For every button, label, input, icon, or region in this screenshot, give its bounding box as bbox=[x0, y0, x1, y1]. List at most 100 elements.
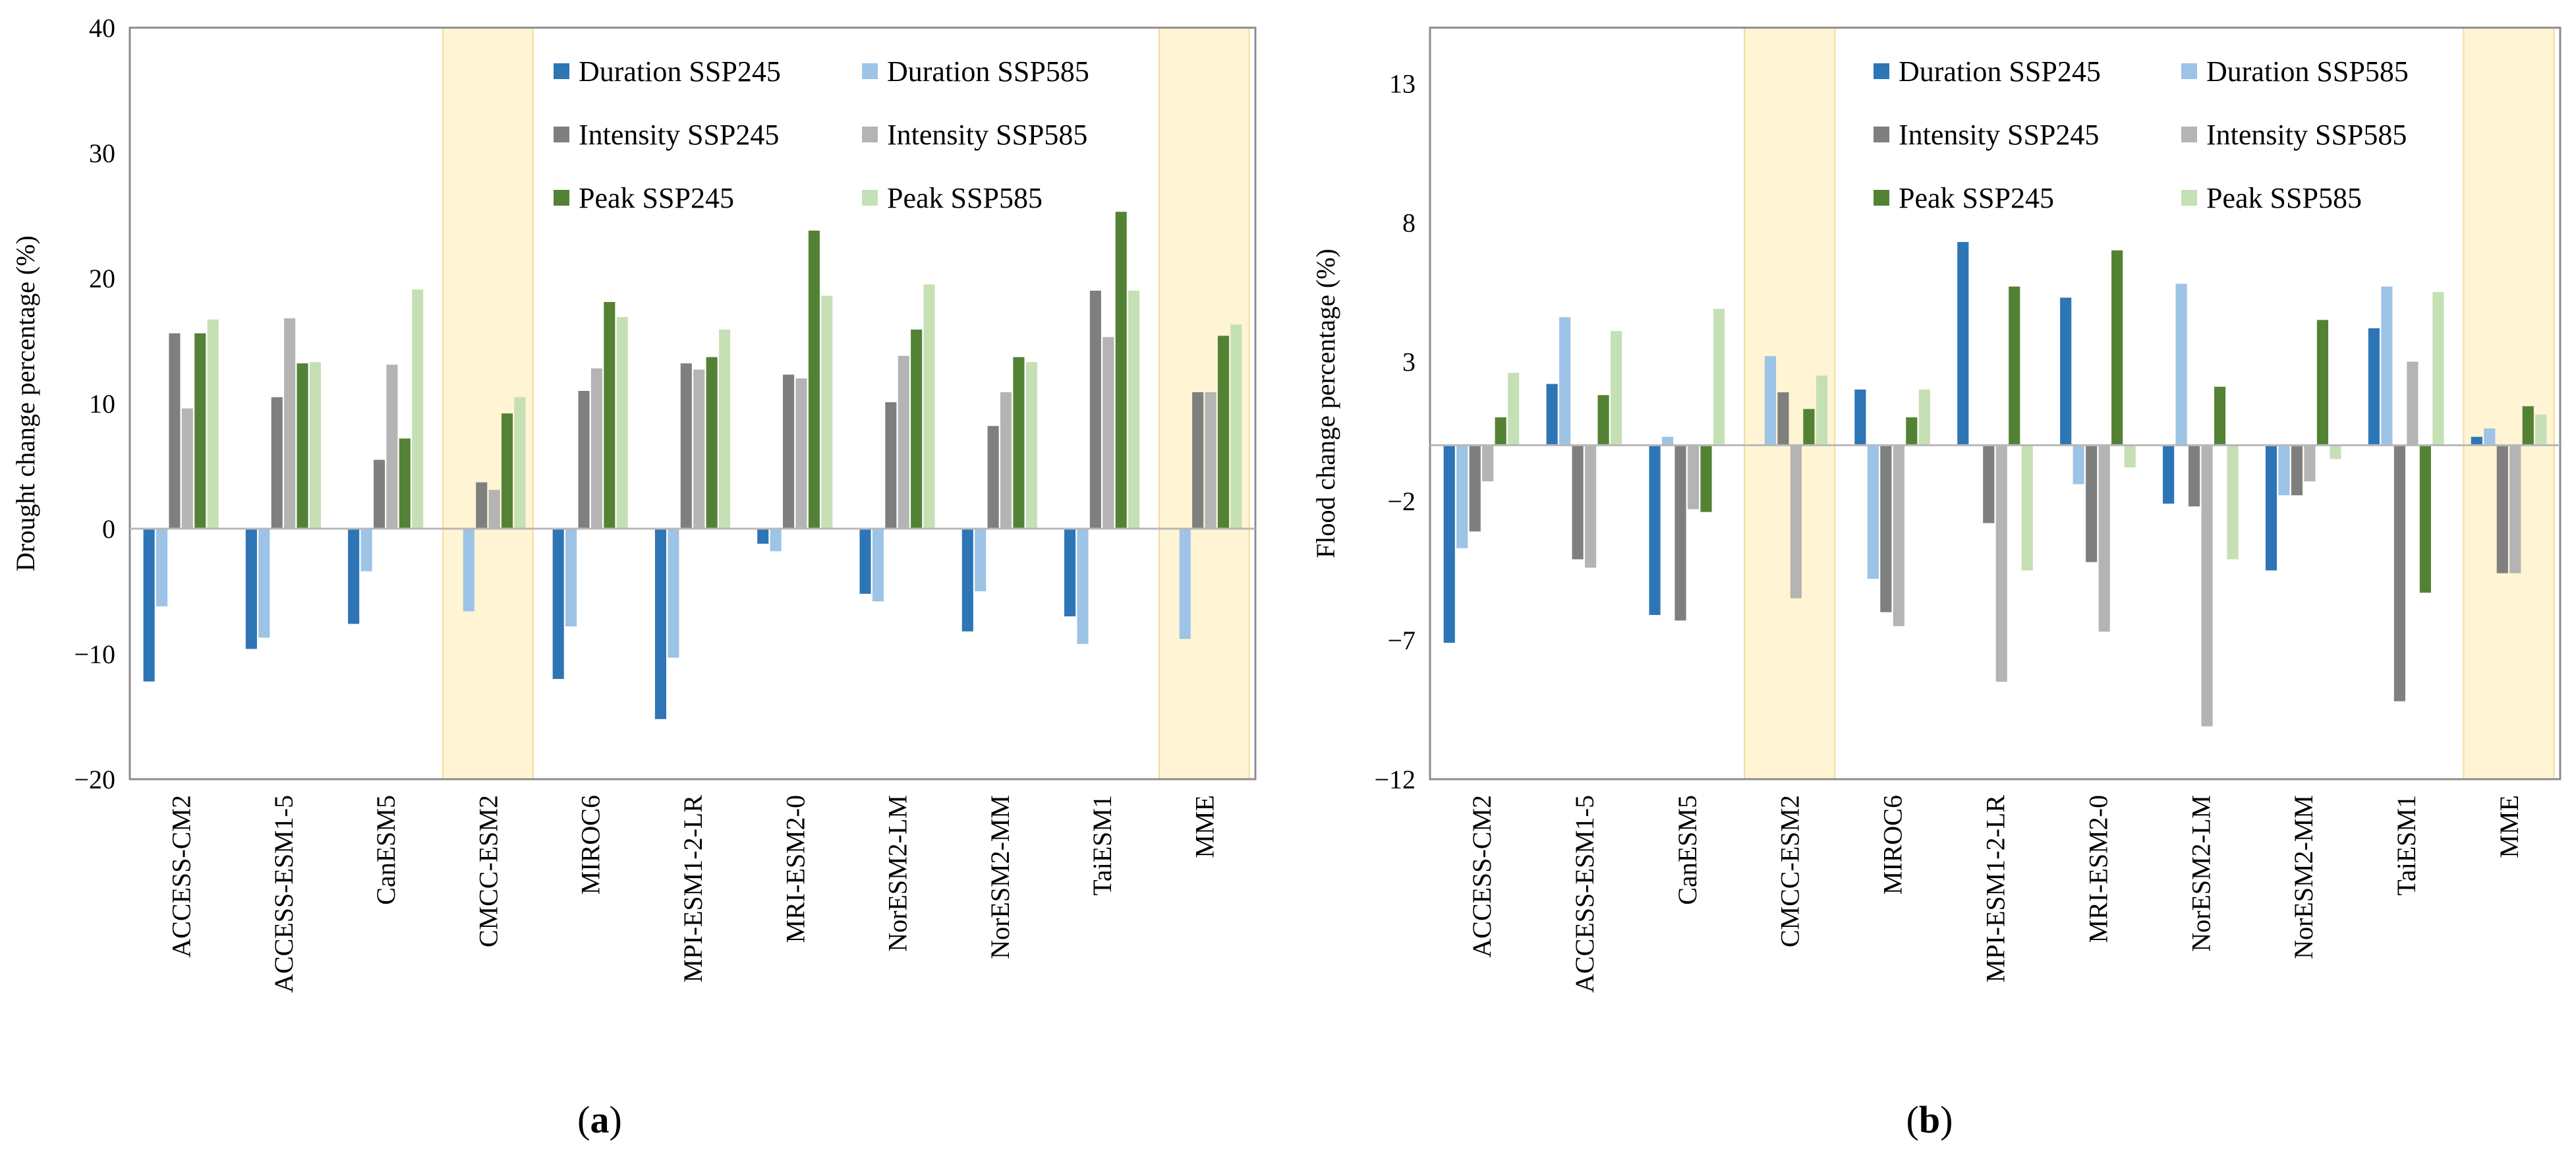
legend-swatch-duration-ssp245 bbox=[554, 63, 569, 79]
bar-duration-ssp585-noresm2-lm bbox=[872, 529, 884, 602]
legend-swatch-peak-ssp585 bbox=[862, 190, 878, 206]
bar-peak-ssp245-access-esm1-5 bbox=[297, 363, 308, 529]
legend-swatch-peak-ssp585 bbox=[2181, 190, 2197, 206]
y-tick-label: 10 bbox=[89, 389, 115, 419]
bar-duration-ssp245-mpi-esm1-2-lr bbox=[1957, 242, 1969, 446]
x-category-label: CanESM5 bbox=[1673, 795, 1702, 905]
x-category-label: NorESM2-MM bbox=[985, 795, 1015, 959]
bar-intensity-ssp245-canesm5 bbox=[1674, 445, 1686, 621]
bar-peak-ssp585-cmcc-esm2 bbox=[1816, 375, 1827, 446]
bar-duration-ssp585-miroc6 bbox=[565, 529, 577, 627]
legend-swatch-intensity-ssp245 bbox=[1874, 127, 1889, 142]
legend-label-peak-ssp245: Peak SSP245 bbox=[1899, 182, 2054, 214]
legend-label-duration-ssp245: Duration SSP245 bbox=[579, 55, 781, 88]
bar-intensity-ssp585-access-cm2 bbox=[181, 408, 193, 529]
legend-label-duration-ssp585: Duration SSP585 bbox=[887, 55, 1089, 88]
panel-label: (b) bbox=[1906, 1098, 1953, 1141]
x-category-label: MRI-ESM2-0 bbox=[780, 795, 810, 943]
bar-peak-ssp245-access-esm1-5 bbox=[1597, 395, 1609, 446]
bar-peak-ssp245-access-cm2 bbox=[1495, 417, 1506, 446]
x-category-label: TaiESM1 bbox=[1087, 795, 1117, 896]
bar-peak-ssp585-mpi-esm1-2-lr bbox=[2021, 445, 2033, 571]
legend-label-intensity-ssp585: Intensity SSP585 bbox=[2206, 119, 2407, 151]
plot-frame bbox=[129, 26, 1257, 781]
bar-intensity-ssp245-canesm5 bbox=[373, 459, 386, 529]
bar-peak-ssp585-mri-esm2-0 bbox=[2124, 445, 2136, 468]
legend-label-intensity-ssp585: Intensity SSP585 bbox=[887, 119, 1087, 151]
x-category-label: MPI-ESM1-2-LR bbox=[678, 795, 708, 983]
bar-duration-ssp585-mri-esm2-0 bbox=[770, 529, 782, 552]
legend-label-duration-ssp245: Duration SSP245 bbox=[1899, 55, 2101, 88]
bar-duration-ssp585-canesm5 bbox=[1661, 436, 1674, 446]
bar-intensity-ssp585-access-esm1-5 bbox=[284, 318, 296, 529]
bar-peak-ssp585-taiesm1 bbox=[1128, 291, 1140, 529]
bar-duration-ssp245-taiesm1 bbox=[1064, 529, 1076, 616]
bar-intensity-ssp245-cmcc-esm2 bbox=[1777, 392, 1789, 446]
bar-duration-ssp585-noresm2-mm bbox=[2278, 445, 2290, 496]
bar-peak-ssp585-access-cm2 bbox=[207, 319, 219, 529]
bar-intensity-ssp245-access-esm1-5 bbox=[271, 397, 283, 529]
legend-swatch-intensity-ssp585 bbox=[862, 127, 878, 142]
bar-intensity-ssp585-access-cm2 bbox=[1482, 445, 1494, 482]
bar-duration-ssp245-access-cm2 bbox=[1443, 445, 1455, 643]
x-category-label: CMCC-ESM2 bbox=[473, 795, 503, 947]
legend-label-intensity-ssp245: Intensity SSP245 bbox=[1899, 119, 2099, 151]
bar-duration-ssp245-access-cm2 bbox=[143, 529, 155, 682]
bar-intensity-ssp245-noresm2-mm bbox=[2291, 445, 2303, 496]
panel-label: (a) bbox=[577, 1098, 622, 1141]
bar-peak-ssp245-noresm2-lm bbox=[2214, 386, 2226, 446]
bar-peak-ssp585-access-esm1-5 bbox=[1611, 331, 1622, 446]
bar-duration-ssp245-mpi-esm1-2-lr bbox=[654, 529, 667, 719]
bar-peak-ssp585-noresm2-lm bbox=[2227, 445, 2239, 560]
bar-intensity-ssp245-taiesm1 bbox=[2393, 445, 2405, 701]
bar-peak-ssp245-taiesm1 bbox=[2419, 445, 2431, 593]
legend-label-duration-ssp585: Duration SSP585 bbox=[2206, 55, 2409, 88]
legend-swatch-duration-ssp585 bbox=[2181, 63, 2197, 79]
y-tick-label: 13 bbox=[1389, 69, 1416, 98]
bar-duration-ssp585-noresm2-mm bbox=[975, 529, 987, 591]
bar-peak-ssp585-mme bbox=[1230, 324, 1242, 529]
legend-swatch-duration-ssp585 bbox=[862, 63, 878, 79]
bar-intensity-ssp245-noresm2-mm bbox=[987, 426, 999, 529]
bar-intensity-ssp585-mri-esm2-0 bbox=[2098, 445, 2110, 632]
bar-intensity-ssp245-mme bbox=[2496, 445, 2508, 574]
legend-swatch-intensity-ssp585 bbox=[2181, 127, 2197, 142]
bar-intensity-ssp245-miroc6 bbox=[578, 391, 590, 529]
bar-duration-ssp245-mri-esm2-0 bbox=[757, 529, 769, 544]
bar-intensity-ssp585-mme bbox=[2509, 445, 2521, 574]
legend-swatch-duration-ssp245 bbox=[1874, 63, 1889, 79]
bar-intensity-ssp585-mri-esm2-0 bbox=[795, 378, 807, 529]
bar-peak-ssp585-mme bbox=[2535, 414, 2547, 446]
x-category-label: ACCESS-ESM1-5 bbox=[1570, 795, 1599, 993]
bar-intensity-ssp585-mpi-esm1-2-lr bbox=[693, 369, 705, 529]
bar-duration-ssp585-cmcc-esm2 bbox=[463, 529, 474, 612]
y-tick-label: −7 bbox=[1387, 626, 1416, 655]
legend-label-peak-ssp245: Peak SSP245 bbox=[579, 182, 734, 214]
bar-peak-ssp585-noresm2-mm bbox=[1025, 362, 1037, 529]
bar-peak-ssp585-noresm2-mm bbox=[2330, 445, 2341, 459]
y-tick-label: 40 bbox=[89, 13, 115, 43]
bar-intensity-ssp585-noresm2-lm bbox=[2201, 445, 2213, 726]
bar-peak-ssp245-canesm5 bbox=[1700, 445, 1712, 512]
bar-duration-ssp585-miroc6 bbox=[1867, 445, 1879, 579]
bar-peak-ssp245-taiesm1 bbox=[1115, 212, 1127, 529]
x-category-label: MIROC6 bbox=[1878, 795, 1908, 895]
y-axis-label: Flood change percentage (%) bbox=[1311, 249, 1340, 558]
bar-peak-ssp245-noresm2-mm bbox=[1013, 357, 1025, 529]
bar-peak-ssp245-noresm2-mm bbox=[2316, 320, 2329, 446]
x-category-label: CMCC-ESM2 bbox=[1775, 795, 1805, 947]
bar-intensity-ssp245-access-esm1-5 bbox=[1572, 445, 1584, 560]
bar-peak-ssp585-mpi-esm1-2-lr bbox=[718, 329, 731, 529]
bar-intensity-ssp245-mpi-esm1-2-lr bbox=[680, 363, 692, 529]
bar-intensity-ssp585-miroc6 bbox=[1893, 445, 1904, 626]
bar-intensity-ssp245-mme bbox=[1192, 392, 1204, 529]
x-category-label: MRI-ESM2-0 bbox=[2083, 795, 2113, 943]
bar-intensity-ssp585-mpi-esm1-2-lr bbox=[1995, 445, 2007, 682]
chart-panel-a: −20 −10 0 10 20 30 40 ACCESS-CM2 ACCESS-ESM1-5 Ca… bbox=[11, 13, 1257, 1141]
bar-duration-ssp585-mme bbox=[2484, 428, 2496, 446]
chart-panel-b: −12 −7 −2 3 8 13 ACCESS-CM2 ACCESS-ESM1-5 CanESM… bbox=[1311, 26, 2562, 1141]
bar-duration-ssp585-access-cm2 bbox=[156, 529, 168, 606]
y-tick-label: −10 bbox=[74, 639, 115, 669]
